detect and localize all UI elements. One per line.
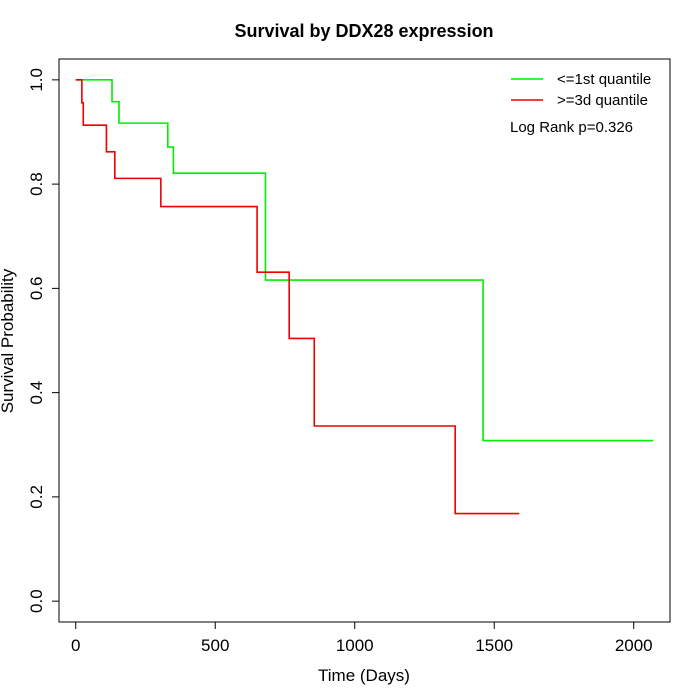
x-axis-label: Time (Days) <box>318 666 410 685</box>
y-axis: 0.0 0.2 0.4 0.6 0.8 1.0 <box>27 68 60 613</box>
y-axis-label: Survival Probability <box>0 268 17 413</box>
y-tick-label: 1.0 <box>27 68 46 92</box>
y-tick-label: 0.2 <box>27 485 46 509</box>
series-line-1 <box>75 79 654 442</box>
x-axis: 0 500 1000 1500 2000 <box>71 621 653 655</box>
series-layer <box>75 79 654 515</box>
x-tick-label: 1500 <box>475 636 513 655</box>
y-tick-label: 0.0 <box>27 589 46 613</box>
legend-label-1: <=1st quantile <box>557 71 651 88</box>
y-tick-label: 0.6 <box>27 277 46 301</box>
x-tick-label: 500 <box>201 636 229 655</box>
series-line-2 <box>75 79 520 515</box>
log-rank-annotation: Log Rank p=0.326 <box>510 119 633 136</box>
x-tick-label: 1000 <box>336 636 374 655</box>
x-tick-label: 0 <box>71 636 80 655</box>
y-tick-label: 0.4 <box>27 381 46 405</box>
y-tick-label: 0.8 <box>27 172 46 196</box>
x-tick-label: 2000 <box>615 636 653 655</box>
chart-title: Survival by DDX28 expression <box>234 21 493 41</box>
legend-label-2: >=3d quantile <box>557 92 648 109</box>
legend: <=1st quantile >=3d quantile <box>511 71 651 109</box>
